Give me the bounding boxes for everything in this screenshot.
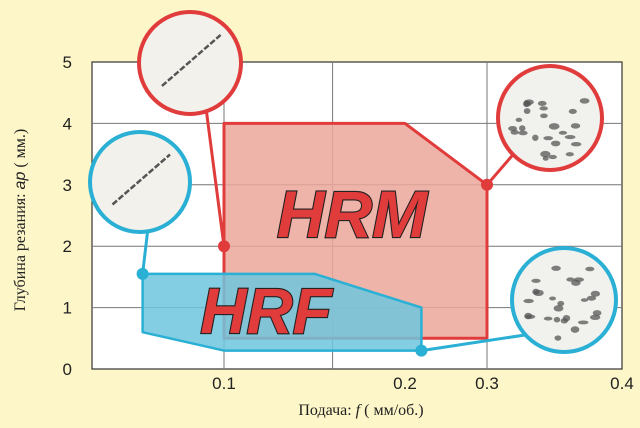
chip-fragment — [540, 113, 548, 119]
chip-fragment — [523, 100, 530, 108]
chip-fragment — [585, 266, 595, 272]
chip-fragment — [548, 154, 557, 160]
series-areas: HRM HRF — [141, 121, 489, 352]
chip-fragment — [560, 318, 568, 324]
chip-fragment — [590, 290, 601, 297]
chip-fragment — [557, 300, 565, 307]
chip-fragment — [553, 305, 564, 312]
fine-chip-photo — [88, 130, 192, 234]
chip-fragment — [566, 277, 575, 282]
chip-fragment — [589, 314, 601, 320]
hrm-label: HRM — [277, 177, 429, 251]
chip-fragment — [542, 156, 549, 161]
chip-fragment — [568, 108, 577, 114]
chip-fragment — [586, 295, 597, 301]
y-tick-label: 5 — [63, 53, 72, 72]
y-tick-label: 2 — [63, 237, 72, 256]
y-tick-label: 4 — [63, 114, 72, 133]
chip-fragment — [543, 136, 554, 141]
chip-fragment — [551, 265, 561, 271]
chip-fragment — [579, 98, 590, 104]
chip-fragment — [570, 142, 582, 147]
chip-fragment — [508, 126, 518, 132]
coarse-chip-photo — [496, 64, 604, 172]
chip-fragment — [515, 117, 523, 123]
callout-dot — [136, 267, 149, 280]
x-tick-label: 0.3 — [475, 374, 499, 393]
chip-fragment — [592, 310, 602, 316]
chip-fragment — [539, 106, 548, 111]
callout-leader — [141, 227, 150, 275]
chip-fragment — [573, 277, 584, 282]
chip-fragment — [532, 134, 539, 141]
tick-labels: 0 1 2 3 4 5 0.1 0.2 0.3 0.4 — [63, 53, 634, 393]
chip-fragment — [518, 130, 528, 136]
y-tick-label: 0 — [63, 360, 72, 379]
chip-fragment — [549, 296, 556, 301]
chip-fragment — [519, 125, 526, 132]
chip-fragment — [553, 316, 561, 323]
x-tick-label: 0.4 — [610, 374, 634, 393]
chip-fragment — [548, 123, 560, 130]
chip-fragment — [558, 130, 568, 135]
y-axis-label: Глубина резания: ap ( мм.) — [12, 129, 29, 312]
callout-leader — [204, 107, 226, 247]
inset-circle — [510, 246, 618, 354]
chip-fragment — [537, 100, 547, 106]
chip-fragment — [580, 298, 589, 302]
chip-fragment — [532, 288, 540, 295]
chip-fragment — [524, 314, 536, 319]
y-tick-label: 3 — [63, 176, 72, 195]
chip-fragment — [523, 108, 531, 114]
callouts — [88, 10, 618, 357]
chip-fragment — [554, 335, 562, 341]
chip-fragment — [564, 134, 576, 140]
chip-fragment — [543, 316, 553, 321]
hrf-label: HRF — [200, 275, 333, 347]
chip-strand — [161, 34, 222, 87]
chip-fragment — [550, 140, 561, 147]
callout-dot — [481, 178, 493, 191]
y-tick-label: 1 — [63, 299, 72, 318]
chip-fragment — [531, 278, 541, 283]
chip-fragment — [540, 150, 551, 158]
fine-chip-photo — [137, 10, 243, 116]
callout-leader — [421, 333, 526, 353]
small-chip-photo — [510, 246, 618, 354]
chip-strand — [111, 153, 171, 206]
chip-fragment — [523, 298, 534, 304]
x-tick-label: 0.2 — [393, 374, 417, 393]
chip-fragment — [570, 326, 580, 333]
callout-dot — [218, 240, 230, 253]
chip-fragment — [565, 152, 574, 157]
x-axis-label: Подача: f ( мм/об.) — [298, 402, 423, 419]
x-tick-label: 0.1 — [212, 374, 236, 393]
chip-fragment — [577, 320, 589, 325]
chip-fragment — [510, 129, 519, 135]
callout-dot — [415, 344, 428, 357]
chip-fragment — [570, 123, 581, 129]
